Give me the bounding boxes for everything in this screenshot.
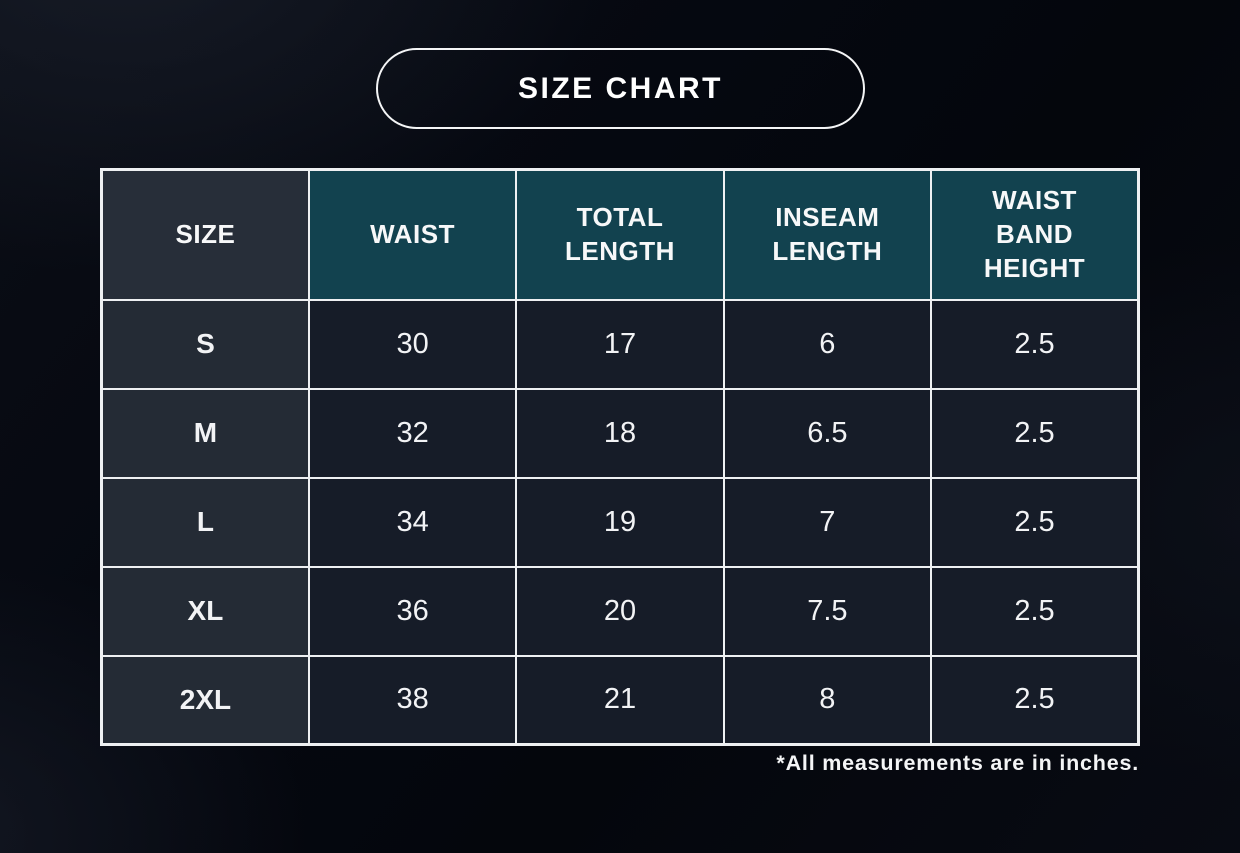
page-title: SIZE CHART [518, 71, 723, 105]
waist-cell: 38 [307, 654, 518, 746]
size-chart-table: SIZE WAIST TOTAL LENGTH INSEAM LENGTH WA… [100, 168, 1140, 746]
inseam-length-cell: 8 [722, 654, 933, 746]
inseam-length-cell: 7 [722, 476, 933, 568]
size-cell: XL [100, 565, 310, 657]
size-chart-title-pill: SIZE CHART [376, 48, 865, 129]
total-length-cell: 21 [515, 654, 725, 746]
column-header-size: SIZE [100, 168, 310, 301]
size-cell: L [100, 476, 310, 568]
measurements-footnote: *All measurements are in inches. [776, 751, 1139, 775]
table-header: SIZE WAIST TOTAL LENGTH INSEAM LENGTH WA… [100, 168, 1140, 301]
total-length-cell: 19 [515, 476, 725, 568]
waist-band-height-cell: 2.5 [930, 654, 1140, 746]
total-length-cell: 18 [515, 387, 725, 479]
inseam-length-cell: 6 [722, 298, 933, 390]
table-row-m: M 32 18 6.5 2.5 [100, 387, 1140, 479]
column-header-total-length: TOTAL LENGTH [515, 168, 725, 301]
table-body: S 30 17 6 2.5 M 32 18 6.5 2.5 L 34 19 7 … [100, 298, 1140, 746]
size-cell: M [100, 387, 310, 479]
waist-band-height-cell: 2.5 [930, 387, 1140, 479]
column-header-waist-band-height: WAIST BAND HEIGHT [930, 168, 1140, 301]
waist-cell: 30 [307, 298, 518, 390]
total-length-cell: 17 [515, 298, 725, 390]
total-length-cell: 20 [515, 565, 725, 657]
column-header-waist: WAIST [307, 168, 518, 301]
table-row-l: L 34 19 7 2.5 [100, 476, 1140, 568]
table-row-xl: XL 36 20 7.5 2.5 [100, 565, 1140, 657]
waist-band-height-cell: 2.5 [930, 565, 1140, 657]
column-header-inseam-length: INSEAM LENGTH [722, 168, 933, 301]
header-row: SIZE WAIST TOTAL LENGTH INSEAM LENGTH WA… [100, 168, 1140, 301]
size-cell: 2XL [100, 654, 310, 746]
waist-band-height-cell: 2.5 [930, 476, 1140, 568]
waist-cell: 34 [307, 476, 518, 568]
table-row-2xl: 2XL 38 21 8 2.5 [100, 654, 1140, 746]
waist-cell: 36 [307, 565, 518, 657]
waist-cell: 32 [307, 387, 518, 479]
inseam-length-cell: 7.5 [722, 565, 933, 657]
size-cell: S [100, 298, 310, 390]
waist-band-height-cell: 2.5 [930, 298, 1140, 390]
table-row-s: S 30 17 6 2.5 [100, 298, 1140, 390]
inseam-length-cell: 6.5 [722, 387, 933, 479]
